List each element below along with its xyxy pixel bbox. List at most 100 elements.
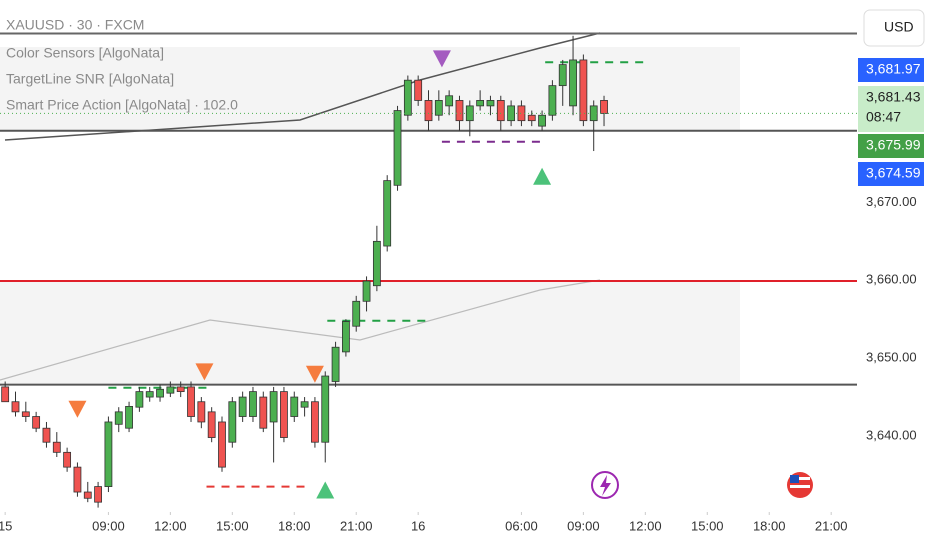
candle-body bbox=[94, 486, 102, 503]
event-icon bbox=[600, 475, 611, 496]
zone-upper bbox=[0, 47, 740, 130]
price-label: 3,674.59 bbox=[866, 165, 921, 181]
candle-body bbox=[352, 300, 361, 327]
price-label: 3,675.99 bbox=[866, 137, 921, 153]
currency-button[interactable] bbox=[863, 9, 925, 47]
candle-body bbox=[300, 401, 309, 408]
x-tick-label: 21:00 bbox=[815, 518, 848, 533]
candle-body bbox=[589, 105, 598, 122]
candle-body bbox=[1, 386, 10, 403]
candle-body bbox=[600, 100, 608, 114]
candle-body bbox=[393, 110, 402, 186]
candle-body bbox=[362, 280, 371, 302]
x-tick-label: 18:00 bbox=[278, 518, 311, 533]
legend: XAUUSD · 30 · FXCM Color Sensors [AlgoNa… bbox=[6, 17, 238, 113]
signal-marker bbox=[432, 50, 451, 68]
legend-item: XAUUSD · 30 · FXCM bbox=[6, 17, 144, 33]
candle-body bbox=[135, 391, 144, 408]
x-tick-label: 09:00 bbox=[92, 518, 125, 533]
x-tick-label: 12:00 bbox=[629, 518, 662, 533]
candle-body bbox=[114, 411, 123, 425]
candle-body bbox=[290, 396, 299, 417]
candle-body bbox=[341, 321, 350, 353]
plot bbox=[0, 32, 862, 515]
candle-body bbox=[372, 240, 381, 287]
legend-item: Color Sensors [AlgoNata] bbox=[6, 45, 164, 61]
candle-body bbox=[548, 85, 557, 116]
signal-marker bbox=[68, 400, 87, 418]
x-tick-label: 15:00 bbox=[691, 518, 724, 533]
y-tick-label: 3,660.00 bbox=[866, 272, 917, 287]
candle-body bbox=[259, 396, 268, 429]
candle-body bbox=[527, 114, 536, 122]
candle-body bbox=[321, 375, 330, 443]
x-tick-label: 15:00 bbox=[216, 518, 249, 533]
trend-line bbox=[0, 279, 601, 381]
candle-body bbox=[125, 405, 133, 429]
candle-body bbox=[197, 401, 206, 423]
x-tick-label: 16 bbox=[411, 518, 425, 533]
candle-body bbox=[383, 180, 392, 247]
flag-stripe bbox=[790, 477, 810, 480]
candle-body bbox=[311, 401, 319, 443]
candle-body bbox=[218, 421, 226, 468]
signal-marker bbox=[316, 481, 335, 499]
candle-body bbox=[538, 114, 546, 127]
y-tick-label: 3,640.00 bbox=[866, 427, 917, 442]
candle-body bbox=[280, 391, 288, 438]
price-label-box bbox=[858, 162, 924, 186]
candle-body bbox=[414, 79, 423, 101]
candle-body bbox=[579, 59, 588, 122]
legend-item: Smart Price Action [AlgoNata] · 102.0 bbox=[6, 97, 238, 113]
candle-body bbox=[424, 100, 433, 122]
candle-body bbox=[73, 466, 82, 493]
candle-body bbox=[569, 59, 577, 107]
candle-body bbox=[11, 401, 20, 413]
candle-body bbox=[207, 411, 216, 438]
candle-body bbox=[403, 79, 412, 116]
signal-marker bbox=[533, 167, 552, 185]
candle-body bbox=[238, 396, 247, 417]
candle-body bbox=[558, 64, 567, 87]
candle-body bbox=[52, 441, 61, 453]
candle-body bbox=[445, 95, 454, 107]
event-icons bbox=[591, 471, 813, 499]
candle-body bbox=[176, 386, 185, 393]
candle-body bbox=[465, 105, 474, 122]
candle-body bbox=[331, 346, 340, 382]
candle-body bbox=[269, 391, 278, 423]
price-label: 3,681.97 bbox=[866, 61, 921, 77]
flag-canton bbox=[790, 475, 799, 483]
candle-body bbox=[517, 105, 526, 122]
candle-body bbox=[21, 411, 30, 417]
y-tick-label: 3,670.00 bbox=[866, 194, 917, 209]
candle-body bbox=[42, 427, 51, 443]
legend-item: TargetLine SNR [AlgoNata] bbox=[6, 71, 174, 87]
x-tick-label: 06:00 bbox=[505, 518, 538, 533]
candle-body bbox=[249, 391, 257, 417]
price-label-box bbox=[858, 134, 924, 158]
signal-marker bbox=[305, 365, 324, 383]
x-tick-label: 12:00 bbox=[154, 518, 187, 533]
price-label: 3,681.43 bbox=[866, 89, 921, 105]
candle-body bbox=[434, 100, 443, 116]
x-tick-label: 09:00 bbox=[567, 518, 600, 533]
candle-body bbox=[476, 100, 485, 107]
price-label-box bbox=[858, 58, 924, 82]
candle-body bbox=[104, 421, 113, 487]
price-label-box bbox=[858, 86, 924, 132]
signal-marker bbox=[195, 363, 214, 381]
candle-body bbox=[32, 416, 41, 429]
candle-body bbox=[496, 100, 505, 122]
candle-body bbox=[507, 105, 516, 122]
flag-stripe bbox=[790, 485, 810, 488]
candle-body bbox=[486, 100, 495, 107]
candle-body bbox=[63, 451, 72, 468]
candle-body bbox=[145, 391, 154, 398]
x-tick-label: 18:00 bbox=[753, 518, 786, 533]
candle-body bbox=[156, 388, 164, 398]
candle-body bbox=[187, 386, 195, 417]
x-tick-label: 15 bbox=[0, 518, 12, 533]
